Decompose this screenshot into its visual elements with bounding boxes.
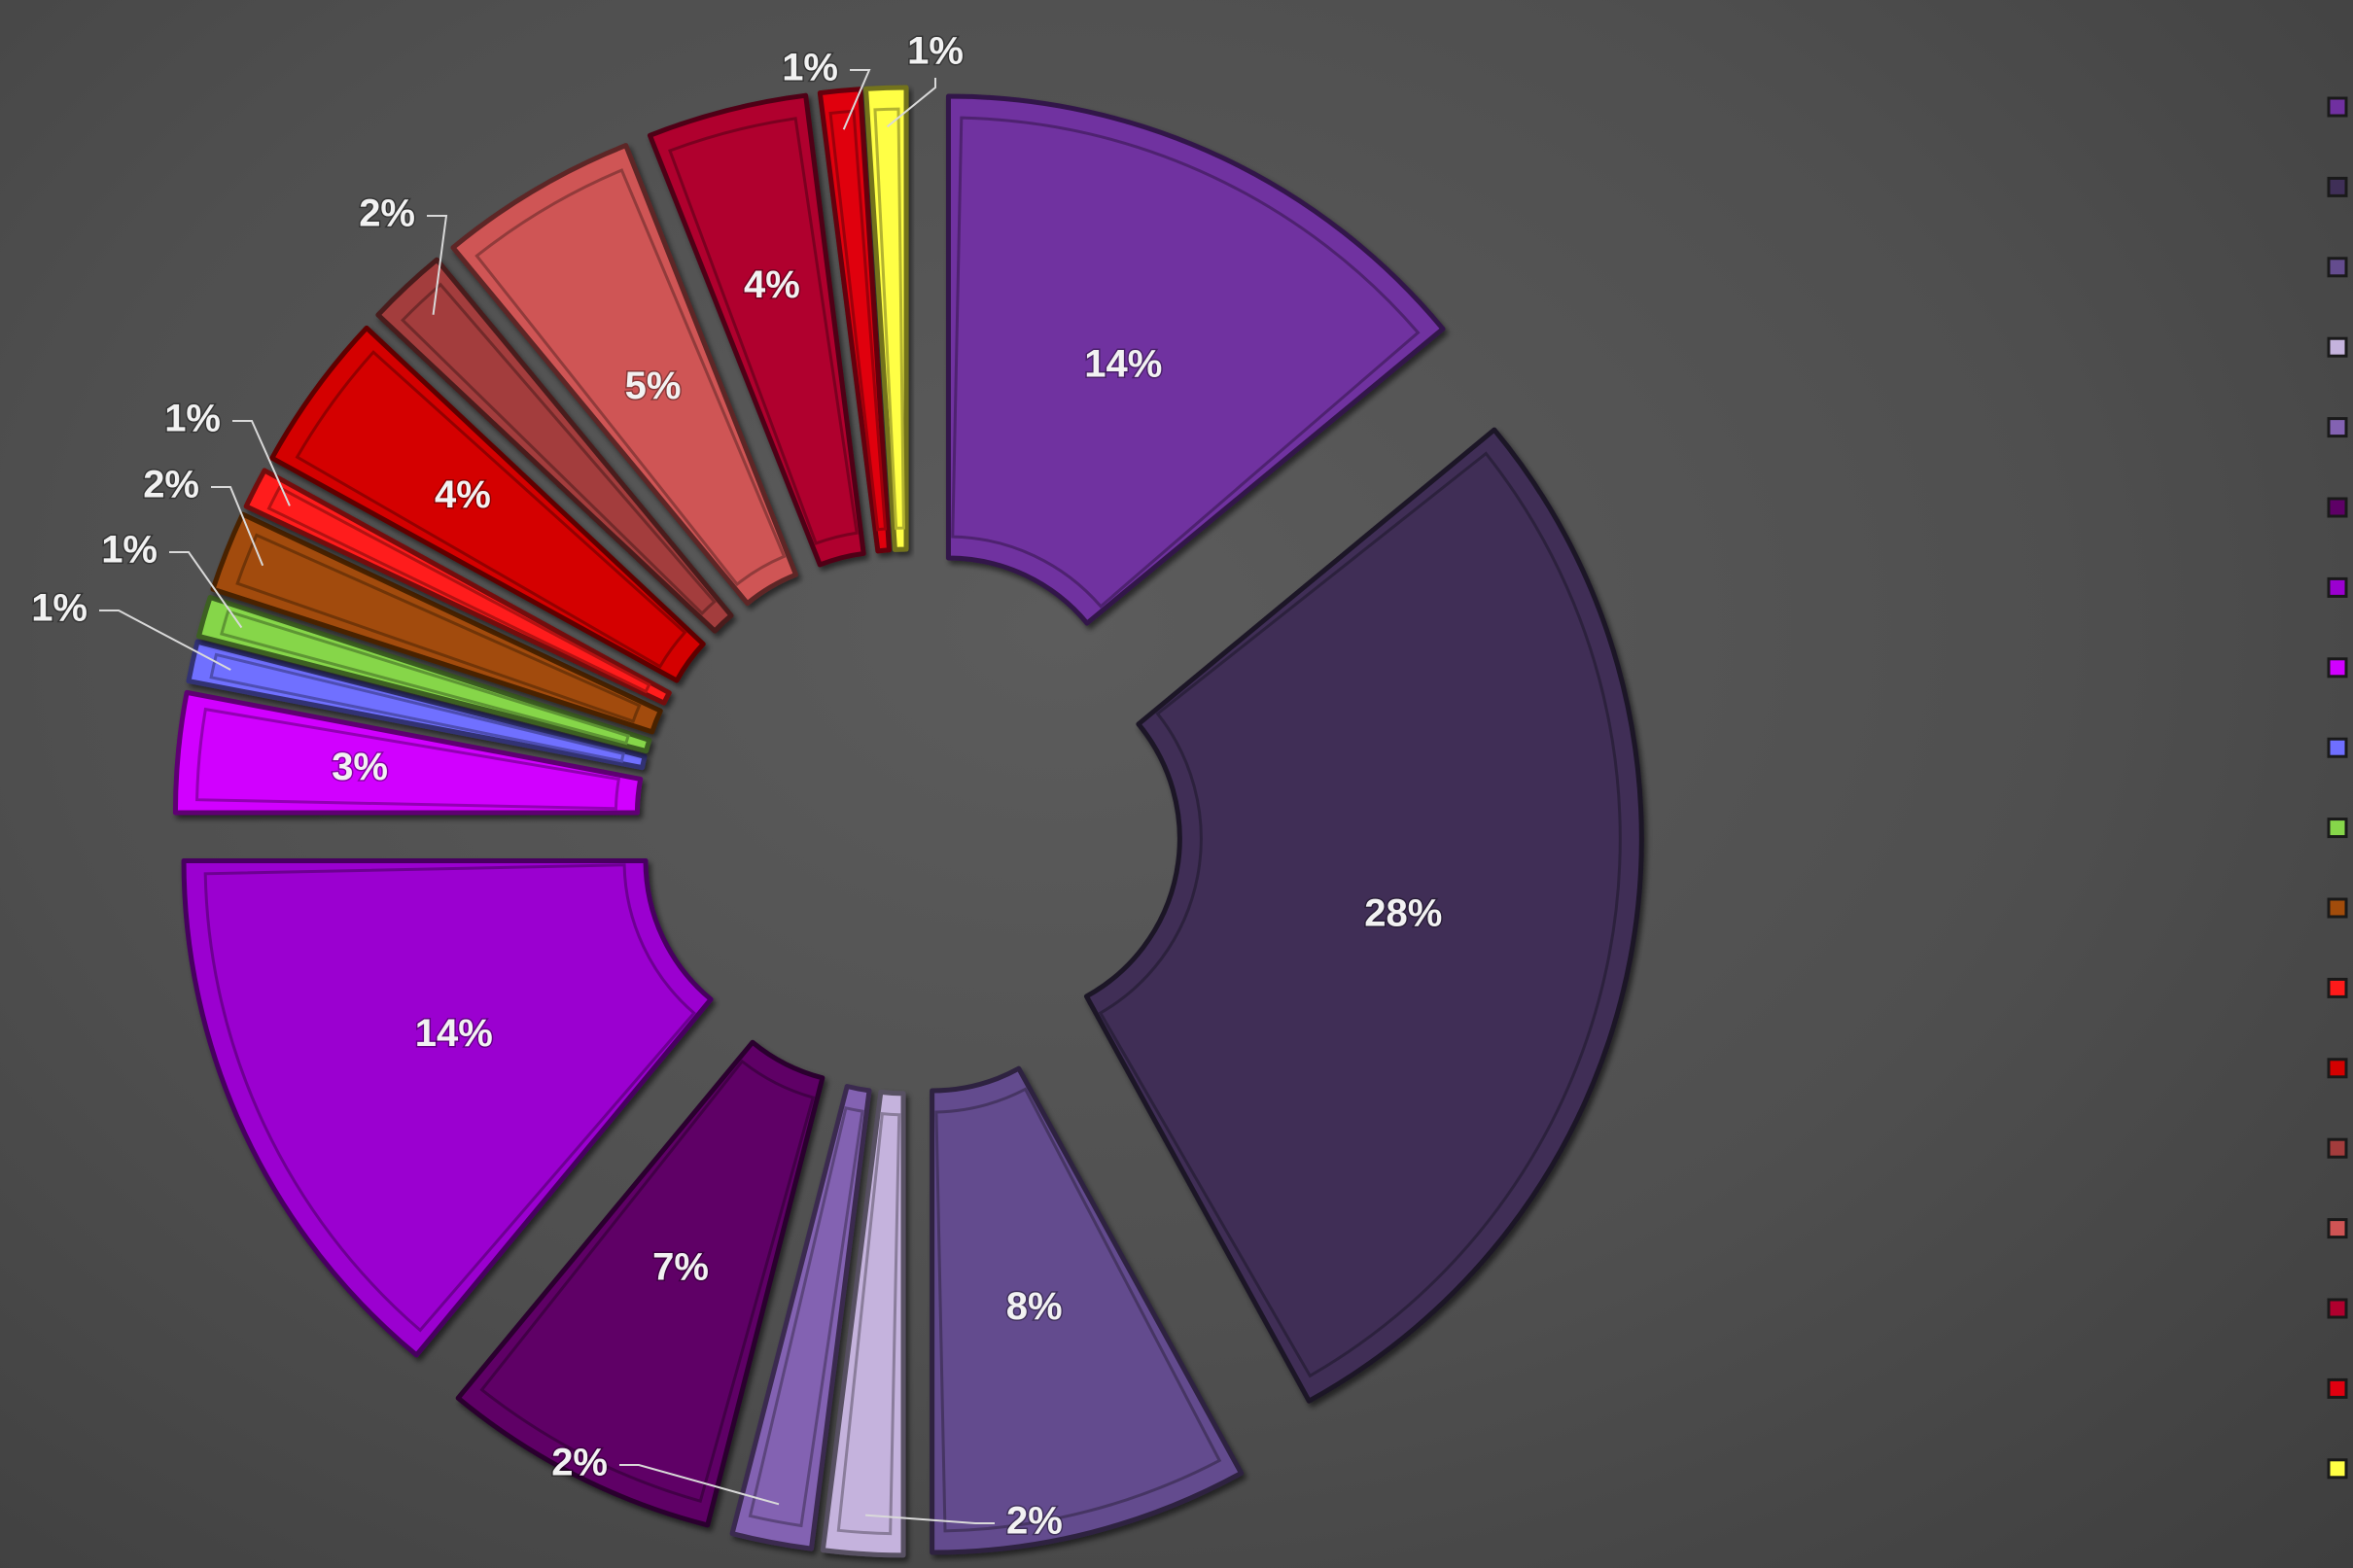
legend-swatch-1	[2327, 96, 2348, 118]
legend-swatch-10	[2327, 818, 2348, 839]
slice-label-4: 2%	[1006, 1500, 1063, 1543]
pie-slice-bevel	[1098, 451, 1622, 1378]
pie-slice-bevel	[668, 117, 859, 545]
legend-swatch-2	[2327, 176, 2348, 197]
pie-slice-10	[196, 595, 652, 753]
pie-slice-shape	[181, 857, 714, 1358]
pie-slice-14	[375, 257, 734, 634]
slice-label-1: 14%	[1084, 342, 1162, 385]
legend-swatch-11	[2327, 897, 2348, 919]
legend-swatch-5	[2327, 417, 2348, 438]
pie-slice-13	[269, 325, 706, 683]
legend-swatch-17	[2327, 1377, 2348, 1399]
pie-slice-shape	[945, 93, 1446, 626]
slice-label-9: 1%	[31, 587, 88, 630]
slice-label-2: 28%	[1364, 892, 1442, 935]
legend-swatch-8	[2327, 657, 2348, 679]
pie-slice-bevel	[220, 610, 630, 746]
leader-line-17	[842, 69, 871, 130]
slice-label-13: 4%	[435, 473, 491, 516]
pie-slice-16	[647, 92, 866, 568]
pie-slice-shape	[930, 1065, 1245, 1555]
legend-swatch-18	[2327, 1458, 2348, 1480]
slice-labels: 14% 28% 8% 2% 2% 7% 14% 3% 1% 1% 2% 1% 4% 2% 5% 4% 1% 1%	[30, 28, 1444, 1544]
slice-label-14: 2%	[359, 192, 415, 235]
pie-slice-17	[817, 87, 892, 554]
pie-slice-4	[820, 1089, 906, 1558]
pie-slice-9	[186, 639, 648, 771]
pie-slice-bevel	[828, 109, 888, 532]
pie-slice-bevel	[235, 533, 642, 723]
legend-swatch-15	[2327, 1218, 2348, 1239]
pie-slice-bevel	[934, 1087, 1222, 1533]
leader-line-11	[211, 486, 264, 567]
legend-swatch-13	[2327, 1058, 2348, 1079]
slice-label-12: 1%	[164, 398, 221, 440]
pie-slice-bevel	[195, 707, 621, 811]
pie-slice-3	[930, 1065, 1245, 1555]
pie-slice-shape	[450, 143, 799, 607]
pie-slice-shape	[1083, 427, 1644, 1404]
pie-slice-12	[243, 468, 672, 706]
slice-label-18: 1%	[907, 30, 964, 73]
pie-slice-bevel	[295, 350, 687, 669]
pie-slice-7	[181, 857, 714, 1358]
pie-slice-bevel	[209, 652, 625, 763]
pie-slice-shape	[729, 1084, 872, 1551]
pie-slice-bevel	[951, 116, 1421, 609]
legend-swatch-3	[2327, 257, 2348, 278]
slice-label-8: 3%	[332, 746, 388, 788]
leader-line-4	[865, 1514, 995, 1524]
slice-label-16: 4%	[744, 263, 800, 306]
pie-slice-bevel	[873, 107, 905, 530]
legend-swatch-4	[2327, 336, 2348, 358]
leader-line-14	[427, 215, 448, 315]
leader-line-12	[232, 420, 291, 506]
leader-line-9	[99, 610, 231, 671]
pie-slice-shape	[455, 1039, 825, 1528]
pie-slice-5	[729, 1084, 872, 1551]
legend-swatch-6	[2327, 497, 2348, 518]
pie-slice-6	[455, 1039, 825, 1528]
pie-slice-1	[945, 93, 1446, 626]
pie-slice-bevel	[479, 1059, 816, 1503]
slice-label-15: 5%	[625, 365, 682, 407]
pie-slice-bevel	[401, 282, 717, 616]
legend-swatch-16	[2327, 1298, 2348, 1319]
pie-slice-shape	[269, 325, 706, 683]
pie-slice-shape	[196, 595, 652, 753]
pie-slices	[172, 85, 1644, 1558]
slice-label-5: 2%	[551, 1442, 608, 1484]
slice-label-3: 8%	[1006, 1285, 1063, 1328]
pie-slice-18	[863, 85, 909, 552]
pie-slice-bevel	[836, 1112, 901, 1536]
pie-slice-8	[172, 689, 644, 816]
leader-line-5	[619, 1464, 780, 1506]
pie-slice-shape	[820, 1089, 906, 1558]
pie-slice-bevel	[748, 1106, 864, 1528]
pie-slice-bevel	[266, 485, 651, 694]
leader-line-18	[886, 78, 936, 128]
slice-label-7: 14%	[415, 1012, 493, 1055]
pie-slice-shape	[375, 257, 734, 634]
leader-line-10	[169, 551, 243, 629]
pie-slice-2	[1083, 427, 1644, 1404]
legend-swatch-7	[2327, 576, 2348, 598]
pie-slice-shape	[243, 468, 672, 706]
slice-label-6: 7%	[652, 1246, 709, 1289]
pie-slice-11	[210, 511, 663, 735]
pie-slice-bevel	[203, 863, 696, 1333]
legend-swatch-14	[2327, 1137, 2348, 1159]
pie-slice-shape	[210, 511, 663, 735]
slice-label-17: 1%	[782, 47, 838, 89]
pie-slice-bevel	[474, 168, 787, 587]
slice-label-10: 1%	[101, 529, 158, 572]
legend-swatch-12	[2327, 977, 2348, 998]
legend	[2327, 96, 2348, 1480]
legend-swatch-9	[2327, 737, 2348, 758]
pie-slice-15	[450, 143, 799, 607]
slice-label-11: 2%	[143, 464, 199, 506]
